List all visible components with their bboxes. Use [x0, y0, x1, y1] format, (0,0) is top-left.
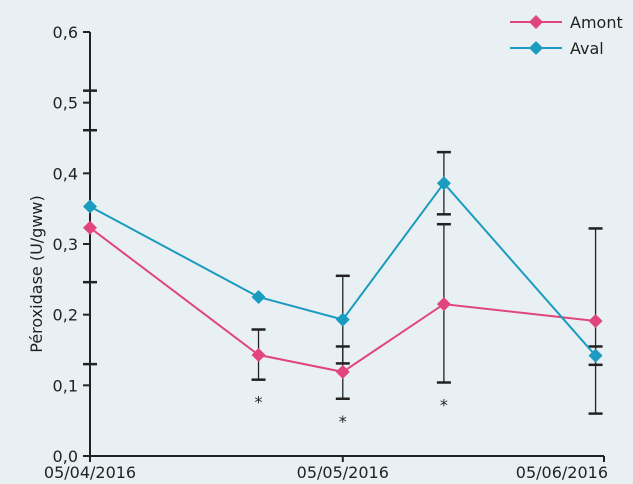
data-point-aval	[588, 348, 603, 363]
y-tick-label: 0,4	[53, 164, 78, 183]
data-point-amont	[436, 297, 451, 312]
legend-label: Aval	[570, 39, 604, 58]
annotations: * * *	[255, 393, 448, 431]
y-tick-label: 0,3	[53, 235, 78, 254]
data-point-amont	[588, 314, 603, 329]
legend: Amont Aval	[510, 13, 623, 58]
y-tick-label: 0,6	[53, 23, 78, 42]
legend-swatch-marker	[529, 15, 543, 29]
data-point-amont	[335, 364, 350, 379]
x-tick-label: 05/06/2016	[516, 463, 608, 482]
y-tick-label: 0,5	[53, 94, 78, 113]
x-tick-label: 05/04/2016	[44, 463, 136, 482]
significance-marker: *	[255, 393, 263, 412]
data-point-amont	[83, 220, 97, 235]
y-tick-label: 0,1	[53, 376, 78, 395]
significance-marker: *	[339, 412, 347, 431]
data-point-amont	[251, 347, 266, 362]
y-tick-label: 0,2	[53, 306, 78, 325]
data-point-aval	[436, 176, 451, 191]
data-point-aval	[83, 199, 97, 214]
legend-swatch-marker	[529, 41, 543, 55]
y-tick-label: 0,0	[53, 447, 78, 466]
data-point-aval	[335, 312, 350, 327]
y-axis-title: Péroxidase (U/gww)	[27, 195, 46, 353]
significance-marker: *	[440, 396, 448, 415]
legend-label: Amont	[570, 13, 623, 32]
data-point-aval	[251, 290, 266, 304]
series-markers	[83, 176, 603, 379]
x-tick-label: 05/05/2016	[297, 463, 389, 482]
axes: 0,0 0,1 0,2 0,3 0,4 0,5 0,6 05/04/2016 05/05/201…	[27, 23, 608, 482]
